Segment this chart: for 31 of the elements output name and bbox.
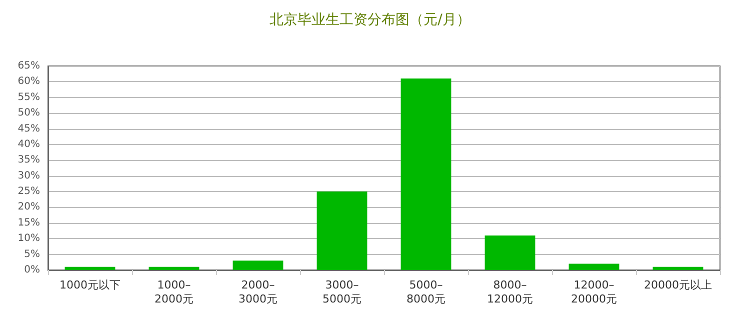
bar <box>652 266 704 270</box>
y-tick-label: 0% <box>24 264 40 276</box>
y-tick-label: 25% <box>18 186 40 198</box>
x-tick-label: 1000– 2000元 <box>154 278 194 306</box>
bar <box>316 192 368 270</box>
x-tick-label: 2000– 3000元 <box>238 278 278 306</box>
bar <box>148 266 200 270</box>
y-tick-label: 40% <box>18 138 40 150</box>
bar <box>568 264 620 270</box>
bar <box>484 235 536 270</box>
y-tick-label: 50% <box>18 108 40 119</box>
x-tick-label: 3000– 5000元 <box>322 278 362 306</box>
y-tick-label: 65% <box>18 60 40 72</box>
bar <box>232 260 284 270</box>
y-tick-label: 45% <box>18 123 40 134</box>
y-tick-label: 35% <box>18 154 40 166</box>
y-tick-label: 15% <box>18 217 40 228</box>
x-tick-label: 8000– 12000元 <box>487 278 533 306</box>
x-tick-label: 1000元以下 <box>60 278 120 292</box>
y-tick-label: 60% <box>18 76 40 88</box>
y-tick-label: 20% <box>18 202 40 213</box>
x-tick-label: 20000元以上 <box>644 278 712 292</box>
chart-title: 北京毕业生工资分布图（元/月） <box>270 12 470 28</box>
bar <box>64 266 116 270</box>
y-tick-label: 10% <box>18 233 40 244</box>
y-tick-label: 5% <box>24 248 40 260</box>
y-tick-label: 30% <box>18 170 40 182</box>
x-tick-label: 5000– 8000元 <box>406 278 446 306</box>
x-tick-label: 12000– 20000元 <box>571 278 617 306</box>
bar <box>400 78 452 270</box>
y-tick-label: 55% <box>18 92 40 103</box>
